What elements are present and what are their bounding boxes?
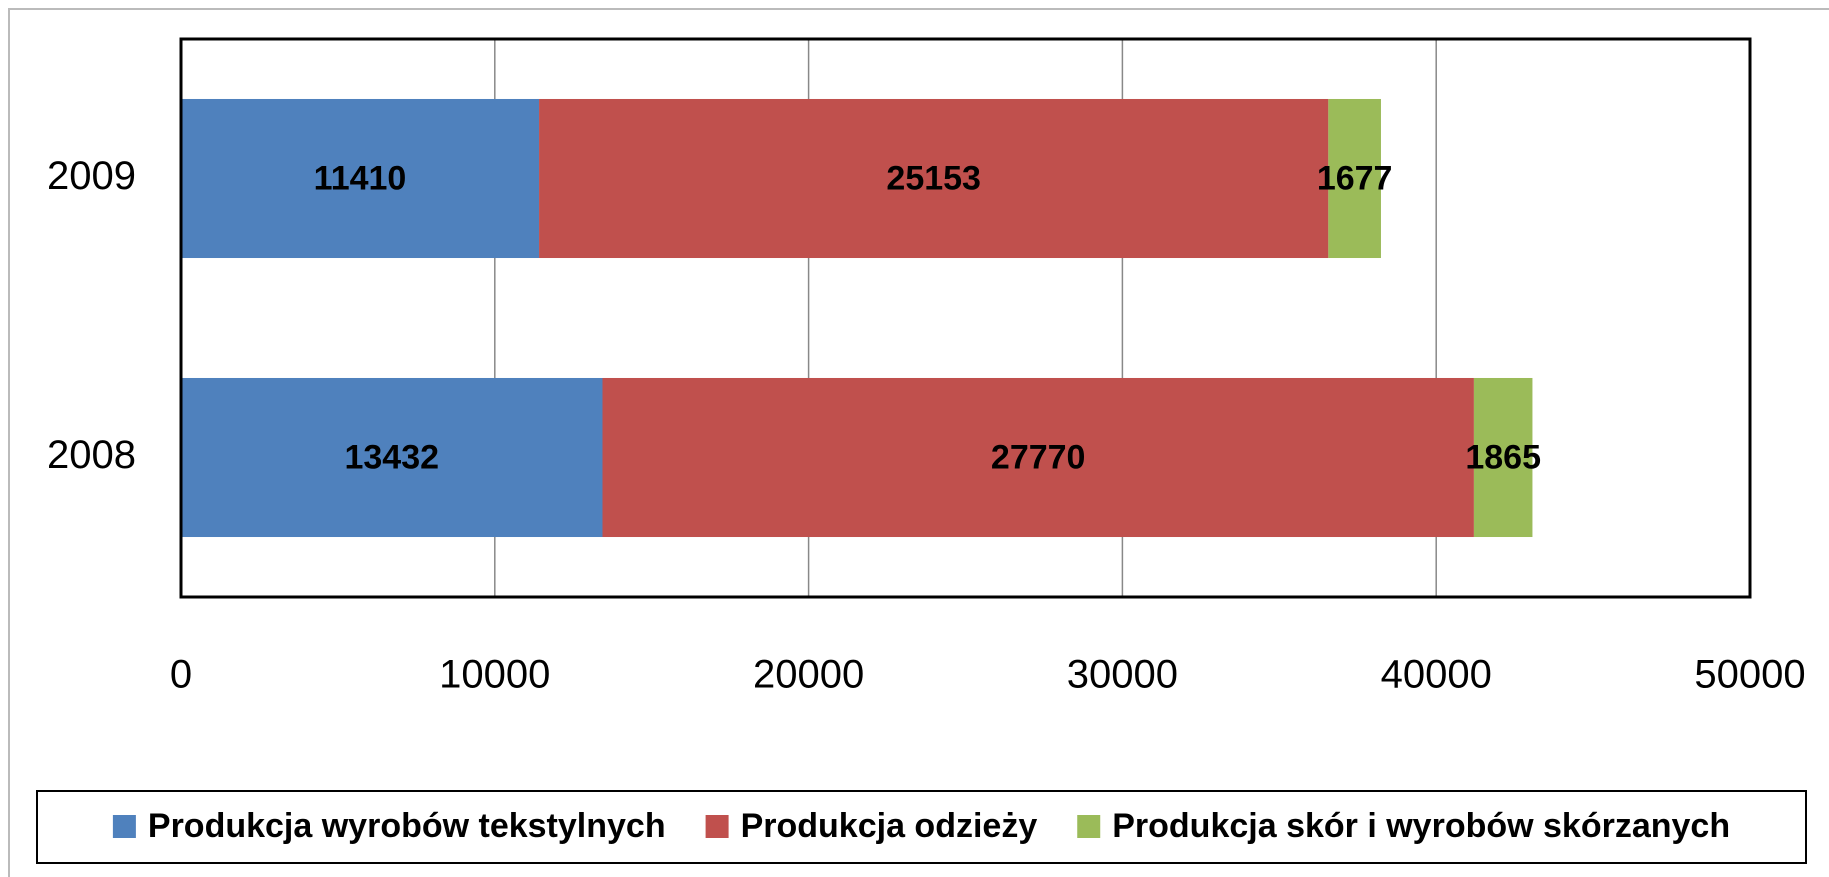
bar-segment — [181, 98, 540, 259]
chart-border — [8, 8, 1829, 877]
x-tick-label: 40000 — [1381, 653, 1492, 697]
legend: Produkcja wyrobów tekstylnych Produkcja o… — [112, 807, 1730, 845]
y-tick-label: 2008 — [47, 433, 136, 477]
data-label: 1677 — [1317, 159, 1393, 197]
legend-label: Produkcja wyrobów tekstylnych — [148, 807, 666, 845]
data-label: 1865 — [1465, 438, 1541, 476]
x-tick-label: 20000 — [753, 653, 864, 697]
data-label: 27770 — [991, 438, 1086, 476]
x-tick-label: 50000 — [1694, 653, 1805, 697]
bar-segment — [1473, 377, 1533, 538]
bar-segment — [539, 98, 1329, 259]
data-label: 11410 — [314, 159, 407, 197]
legend-swatch — [1077, 815, 1101, 838]
legend-box — [36, 790, 1807, 864]
data-label: 25153 — [886, 159, 981, 197]
y-tick-label: 2009 — [47, 154, 136, 198]
legend-swatch — [112, 815, 136, 838]
x-tick-label: 10000 — [439, 653, 550, 697]
bar-segment — [602, 377, 1474, 538]
bar-segment — [181, 377, 603, 538]
bars: 11410 25153 1677 13432 27770 1865 — [181, 98, 1541, 538]
x-tick-label: 30000 — [1067, 653, 1178, 697]
bar-segment — [1328, 98, 1381, 259]
plot-border — [179, 37, 1752, 599]
legend-swatch — [705, 815, 729, 838]
legend-label: Produkcja skór i wyrobów skórzanych — [1112, 807, 1730, 845]
legend-label: Produkcja odzieży — [741, 807, 1038, 845]
data-label: 13432 — [344, 438, 439, 476]
x-tick-label: 0 — [170, 653, 192, 697]
